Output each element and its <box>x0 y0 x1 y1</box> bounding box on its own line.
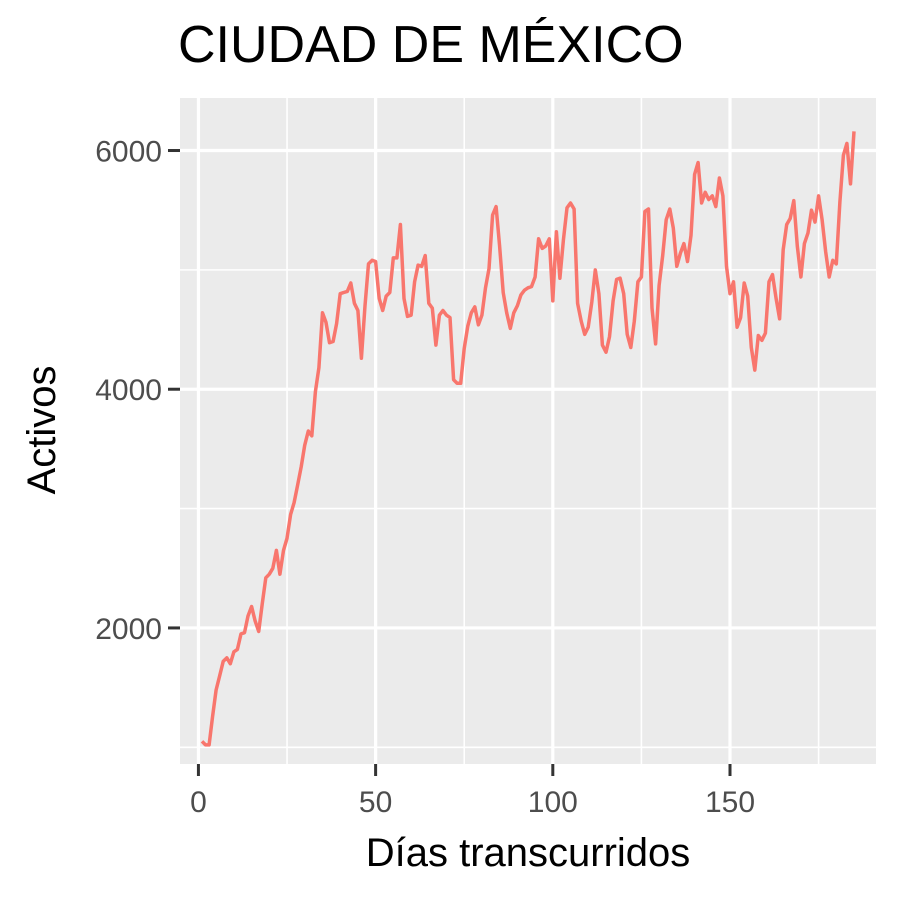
plot-panel <box>180 98 876 764</box>
series-line <box>200 131 856 747</box>
series-layer <box>200 131 856 747</box>
y-axis-title: Activos <box>20 366 64 495</box>
y-tick-label: 6000 <box>95 136 162 169</box>
y-tick-label: 2000 <box>95 613 162 646</box>
x-axis-title: Días transcurridos <box>366 831 691 875</box>
x-tick-label: 0 <box>190 786 207 819</box>
x-axis: 0 50 100 150 <box>190 764 755 819</box>
x-tick-label: 100 <box>528 786 578 819</box>
x-tick-label: 150 <box>705 786 755 819</box>
major-gridlines <box>180 98 876 764</box>
x-tick-label: 50 <box>359 786 392 819</box>
y-axis: 2000 4000 6000 <box>95 136 180 646</box>
minor-gridlines <box>180 98 876 764</box>
y-tick-label: 4000 <box>95 374 162 407</box>
chart-title: CIUDAD DE MÉXICO <box>178 16 684 74</box>
